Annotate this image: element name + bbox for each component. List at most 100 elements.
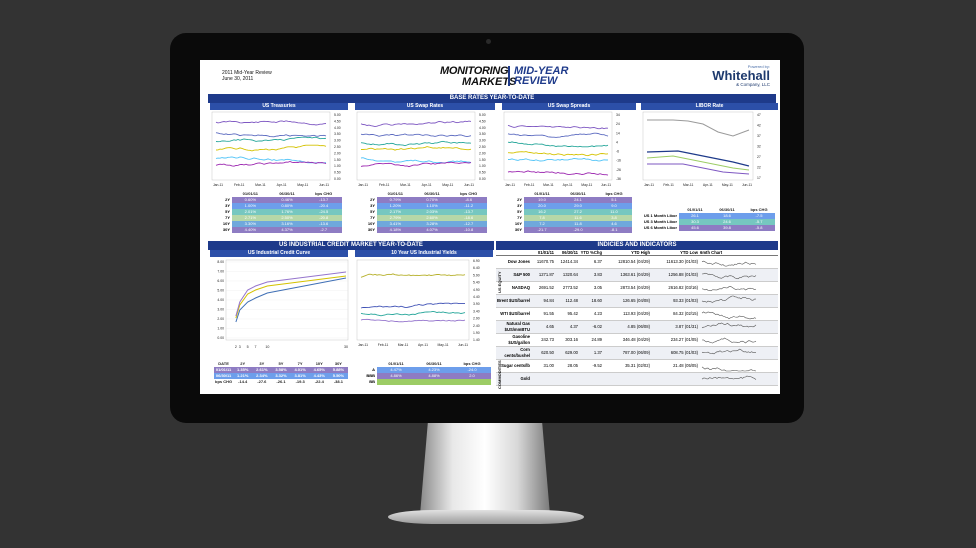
table-cell: 2.01% xyxy=(232,209,269,215)
index-value: 4.85 (06/08) xyxy=(627,324,650,329)
powered-by: Powered by: xyxy=(747,64,770,69)
whitehall-logo: Powered by: Whitehall & Company, LLC xyxy=(712,64,770,87)
sparkline-chart xyxy=(701,260,757,267)
table-cell: 4.07% xyxy=(413,227,451,233)
table-cell: 2.50% xyxy=(268,215,306,221)
table-cell: 4.86% xyxy=(377,373,415,379)
indices-row: WTI $US/barrel 91.55 95.42 4.23 113.93 (04/2… xyxy=(496,308,778,321)
row-label: 3Y xyxy=(370,203,375,208)
table-cell: 2.71% xyxy=(232,215,269,221)
index-value: 3.05 xyxy=(593,285,602,290)
series-line xyxy=(215,161,327,167)
group-label-equity: US EQUITY xyxy=(497,271,502,293)
index-value: 91.55 xyxy=(543,311,554,316)
sparkline-line xyxy=(701,260,757,267)
row-label: US 3 Month Libor xyxy=(643,219,677,224)
table-cell: -13.6 xyxy=(305,221,343,227)
row-label: US 1 Month Libor xyxy=(643,213,677,218)
treasury-table: 01/01/11 06/30/11 bps CHG 2Y 0.60% 0.46% -13.7… xyxy=(214,191,343,233)
y-tick-label: 2.50 xyxy=(479,145,486,149)
y-tick-label: 3.00 xyxy=(479,139,486,143)
x-tick-label: Jun-11 xyxy=(601,183,611,187)
table-cell: 0.46% xyxy=(268,197,306,203)
series-line xyxy=(360,120,472,128)
table-row: 3Y 1.00% 0.80% -20.4 xyxy=(214,203,343,209)
table-cell: 2.0 xyxy=(453,373,491,379)
group-label-commodities: COMMODITIES xyxy=(497,360,502,389)
logo-review: REVIEW xyxy=(514,75,558,87)
x-tick-label: Jan-11 xyxy=(358,343,368,347)
table-cell: 4.18% xyxy=(377,227,414,233)
table-row: 2Y 0.79% 0.70% -8.6 xyxy=(359,197,488,203)
sparkline xyxy=(700,347,778,359)
series-line xyxy=(507,170,609,176)
series-line xyxy=(215,136,327,143)
index-value: -9.52 xyxy=(592,363,602,368)
table-cell: -13.7 xyxy=(305,197,343,203)
row-label: 10Y xyxy=(222,221,230,226)
table-cell: -8.1 xyxy=(596,227,632,233)
index-value: 2873.54 (04/29) xyxy=(620,285,650,290)
row-label: BBB xyxy=(366,373,375,378)
table-cell: 3.8 xyxy=(596,215,632,221)
row-label: 3Y xyxy=(517,203,522,208)
series-line xyxy=(235,277,347,323)
section-indices: INDICIES AND INDICATORS xyxy=(496,241,778,250)
table-cell xyxy=(415,379,453,385)
y-tick-label: 1.00 xyxy=(217,327,224,331)
y-tick-label: 3.40 xyxy=(473,309,480,313)
y-tick-label: 5.40 xyxy=(473,281,480,285)
index-name: Dow Jones xyxy=(507,259,530,264)
x-tick-label: May-11 xyxy=(437,343,448,347)
sparkline-line xyxy=(701,285,757,292)
indices-row: Natural Gas $US/mmBTU 4.65 4.37 -6.02 4.85 (… xyxy=(496,321,778,334)
table-row: 7Y 2.71% 2.50% -20.8 xyxy=(214,215,343,221)
panel-title-treasuries: US Treasuries xyxy=(210,103,348,110)
y-tick-label: 3.50 xyxy=(334,132,341,136)
series-line xyxy=(215,120,327,126)
table-cell: 4.23% xyxy=(415,367,453,373)
index-value: 242.73 xyxy=(541,337,554,342)
sparkline xyxy=(700,256,778,268)
y-tick-label: 4.90 xyxy=(473,288,480,292)
column-header: bps CHG xyxy=(315,191,333,196)
index-name: S&P 500 xyxy=(513,272,530,277)
sparkline xyxy=(700,360,778,372)
table-cell: 4.37% xyxy=(268,227,306,233)
table-cell: 2.79% xyxy=(377,215,414,221)
index-name: Corn cents/bushel xyxy=(504,347,530,358)
y-tick-label: 0.50 xyxy=(334,171,341,175)
table-cell: -8.6 xyxy=(450,197,488,203)
table-cell: 4.47% xyxy=(377,367,415,373)
table-cell: -18.6 xyxy=(450,215,488,221)
y-tick-label: 0.00 xyxy=(334,177,341,181)
row-label: 10Y xyxy=(514,221,522,226)
table-cell: 1.76% xyxy=(268,209,306,215)
sparkline-chart xyxy=(701,322,757,329)
sparkline-line xyxy=(701,295,757,303)
row-label: 5Y xyxy=(517,209,522,214)
column-header: 06/30/11 xyxy=(561,250,578,255)
y-tick-label: 2.90 xyxy=(473,317,480,321)
indices-row: Brent $US/barrel 94.84 112.48 18.60 126.65 (… xyxy=(496,295,778,308)
x-tick-label: 30 xyxy=(344,345,348,349)
plot-frame xyxy=(356,259,470,341)
sparkline-line xyxy=(701,311,757,320)
sparkline-chart xyxy=(701,311,757,320)
column-header: 30Y xyxy=(334,361,342,366)
y-tick-label: 4.00 xyxy=(334,126,341,130)
y-tick-label: 42 xyxy=(757,124,761,128)
column-header: 01/01/11 xyxy=(534,191,550,196)
indices-table: 01/01/11 06/30/11 YTD %Chg YTD High YTD Low 6… xyxy=(496,249,778,389)
table-cell: bps CHG xyxy=(214,379,234,385)
column-header: bps CHG xyxy=(750,207,768,212)
indices-row: S&P 500 1271.87 1320.64 3.83 1363.61 (04/29)… xyxy=(496,269,778,282)
table-cell: 20.0 xyxy=(524,203,560,209)
table-cell: 4.40% xyxy=(232,227,269,233)
y-tick-label: 17 xyxy=(757,176,761,180)
table-cell: 4.43% xyxy=(309,373,329,379)
y-tick-label: 47 xyxy=(757,113,761,117)
column-header: 5Y xyxy=(278,361,284,366)
y-tick-label: 4.40 xyxy=(473,295,480,299)
index-value: 21.48 (05/05) xyxy=(673,363,698,368)
